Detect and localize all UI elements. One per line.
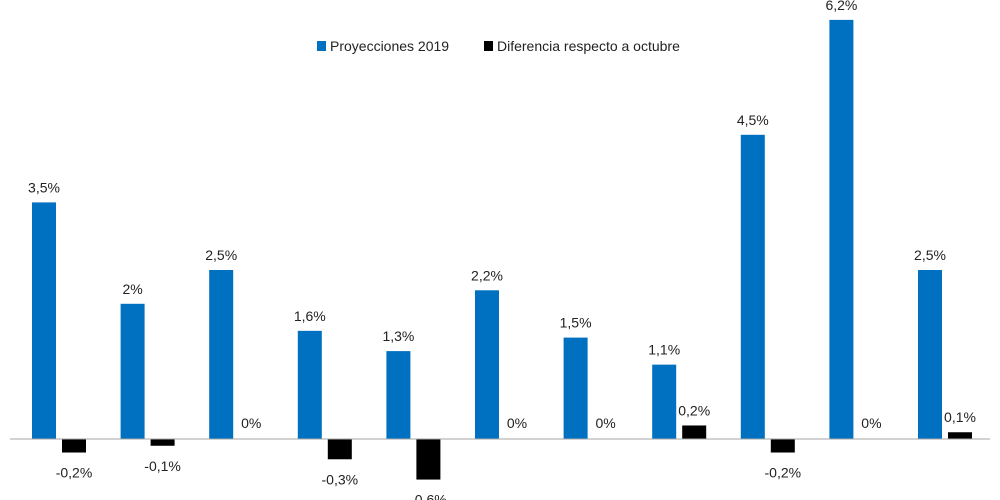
proj-data-label-2: 2,5% xyxy=(205,247,237,263)
diff-data-label-10: 0,1% xyxy=(944,409,976,425)
proj-bar-4 xyxy=(386,351,411,439)
legend-label-proyecciones: Proyecciones 2019 xyxy=(330,38,449,54)
legend: Proyecciones 2019 Diferencia respecto a … xyxy=(317,38,680,54)
proj-bar-0 xyxy=(32,202,56,439)
diff-bar-7 xyxy=(682,425,707,439)
proj-data-label-0: 3,5% xyxy=(28,179,60,195)
proj-bar-9 xyxy=(829,19,854,439)
proj-bar-10 xyxy=(918,270,942,439)
diff-data-label-6: 0% xyxy=(595,415,615,431)
legend-swatch-diferencia xyxy=(484,41,493,51)
diff-bar-4 xyxy=(416,439,441,480)
proj-data-label-5: 2,2% xyxy=(471,267,503,283)
diff-data-label-4: -0,6% xyxy=(410,492,447,500)
diff-data-label-0: -0,2% xyxy=(56,465,93,481)
legend-label-diferencia: Diferencia respecto a octubre xyxy=(497,38,680,54)
proj-data-label-6: 1,5% xyxy=(560,315,592,331)
diff-data-label-2: 0% xyxy=(241,415,261,431)
proj-data-label-1: 2% xyxy=(122,281,142,297)
proj-data-label-7: 1,1% xyxy=(648,342,680,358)
legend-swatch-proyecciones xyxy=(317,41,326,51)
proj-bar-6 xyxy=(563,337,588,439)
diff-bar-3 xyxy=(327,439,352,460)
proj-data-label-9: 6,2% xyxy=(825,0,857,13)
proj-bar-5 xyxy=(475,290,499,439)
diff-data-label-8: -0,2% xyxy=(765,465,802,481)
proj-bar-3 xyxy=(297,330,322,439)
proj-data-label-4: 1,3% xyxy=(382,328,414,344)
diff-data-label-7: 0,2% xyxy=(678,402,710,418)
diff-bar-10 xyxy=(948,432,972,439)
proj-bar-7 xyxy=(652,364,677,439)
diff-data-label-5: 0% xyxy=(507,415,527,431)
proj-bar-1 xyxy=(120,303,145,439)
proj-data-label-10: 2,5% xyxy=(914,247,946,263)
diff-bar-8 xyxy=(770,439,795,453)
diff-data-label-3: -0,3% xyxy=(322,471,359,487)
proj-bar-8 xyxy=(740,134,765,440)
proj-data-label-8: 4,5% xyxy=(737,112,769,128)
proj-data-label-3: 1,6% xyxy=(294,308,326,324)
diff-data-label-1: -0,1% xyxy=(144,458,181,474)
proj-bar-2 xyxy=(209,270,234,439)
diff-data-label-9: 0% xyxy=(861,415,881,431)
diff-bar-0 xyxy=(62,439,86,453)
diff-bar-1 xyxy=(150,439,175,446)
